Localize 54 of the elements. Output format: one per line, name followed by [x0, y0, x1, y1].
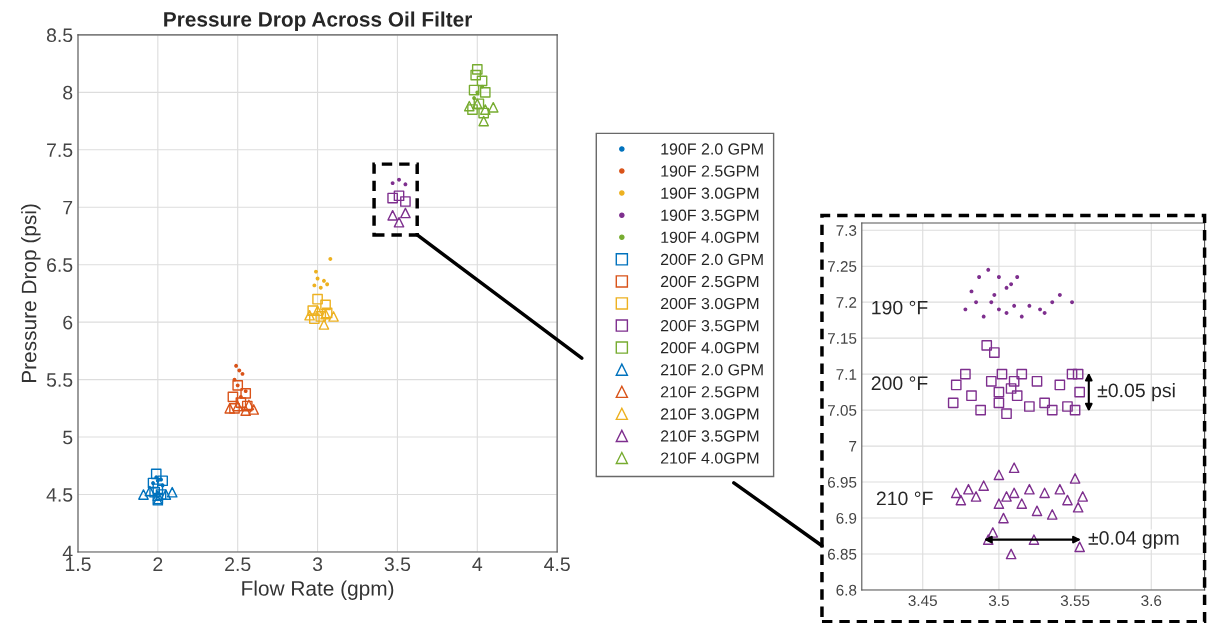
- x-tick-label: 2.5: [225, 557, 251, 572]
- y-tick-label: 7.2: [836, 297, 857, 308]
- y-tick-label: 6.8: [836, 584, 857, 596]
- chart-title: Pressure Drop Across Oil Filter: [164, 11, 473, 31]
- y-tick-label: 5: [63, 430, 73, 445]
- x-tick-label: 4.5: [544, 557, 570, 572]
- annotation: 190 °F: [872, 300, 928, 315]
- y-tick-label: 7: [849, 441, 857, 452]
- y-tick-label: 6.85: [827, 548, 857, 560]
- legend-label: 210F 3.5GPM: [660, 430, 759, 442]
- legend-label: 200F 4.0GPM: [660, 342, 759, 354]
- y-axis-title: Pressure Drop (psi): [21, 204, 41, 383]
- legend-label: 200F 2.0 GPM: [660, 253, 763, 266]
- legend-label: 200F 3.0GPM: [660, 297, 759, 310]
- y-tick-label: 4.5: [46, 488, 73, 502]
- y-tick-label: 6: [63, 315, 73, 330]
- legend-label: 190F 3.0GPM: [661, 187, 759, 199]
- y-tick-label: 7.5: [47, 143, 73, 158]
- x-tick-label: 3.55: [1060, 595, 1090, 607]
- y-tick-label: 7.15: [827, 333, 857, 344]
- x-tick-label: 4: [472, 557, 483, 571]
- y-tick-label: 8.5: [46, 28, 73, 43]
- x-tick-label: 3.5: [988, 595, 1009, 607]
- y-tick-label: 8: [63, 85, 73, 100]
- y-tick-label: 6.95: [827, 476, 857, 488]
- legend-label: 210F 2.5GPM: [660, 386, 759, 398]
- x-tick-label: 3.5: [384, 557, 411, 572]
- legend-label: 210F 2.0 GPM: [660, 364, 763, 376]
- y-tick-label: 5.5: [46, 373, 73, 387]
- y-tick-label: 7.1: [836, 369, 857, 380]
- annotation: ±0.05 psi: [1097, 383, 1175, 402]
- legend-label: 190F 3.5GPM: [661, 209, 759, 221]
- legend-label: 200F 3.5GPM: [660, 319, 759, 332]
- x-tick-label: 2: [153, 557, 163, 571]
- x-tick-label: 3.6: [1141, 595, 1162, 607]
- legend-label: 190F 4.0GPM: [661, 231, 759, 243]
- y-tick-label: 7.05: [827, 404, 857, 416]
- y-tick-label: 6.5: [47, 258, 73, 272]
- x-tick-label: 1.5: [65, 557, 91, 572]
- annotation: ±0.04 gpm: [1088, 531, 1179, 549]
- y-tick-label: 7: [63, 200, 73, 215]
- legend-label: 190F 2.5GPM: [661, 165, 759, 177]
- legend-label: 210F 3.0GPM: [660, 408, 759, 420]
- annotation: 200 °F: [871, 376, 928, 391]
- legend-label: 210F 4.0GPM: [660, 452, 759, 464]
- annotation: 210 °F: [876, 491, 933, 506]
- x-tick-label: 3.45: [908, 595, 937, 607]
- x-tick-label: 3: [312, 557, 323, 572]
- y-tick-label: 6.9: [836, 512, 857, 524]
- x-axis-title: Flow Rate (gpm): [242, 580, 394, 600]
- y-tick-label: 7.25: [827, 261, 857, 272]
- y-tick-label: 7.3: [836, 225, 857, 236]
- legend-label: 200F 2.5GPM: [660, 275, 759, 288]
- legend-label: 190F 2.0 GPM: [661, 143, 763, 155]
